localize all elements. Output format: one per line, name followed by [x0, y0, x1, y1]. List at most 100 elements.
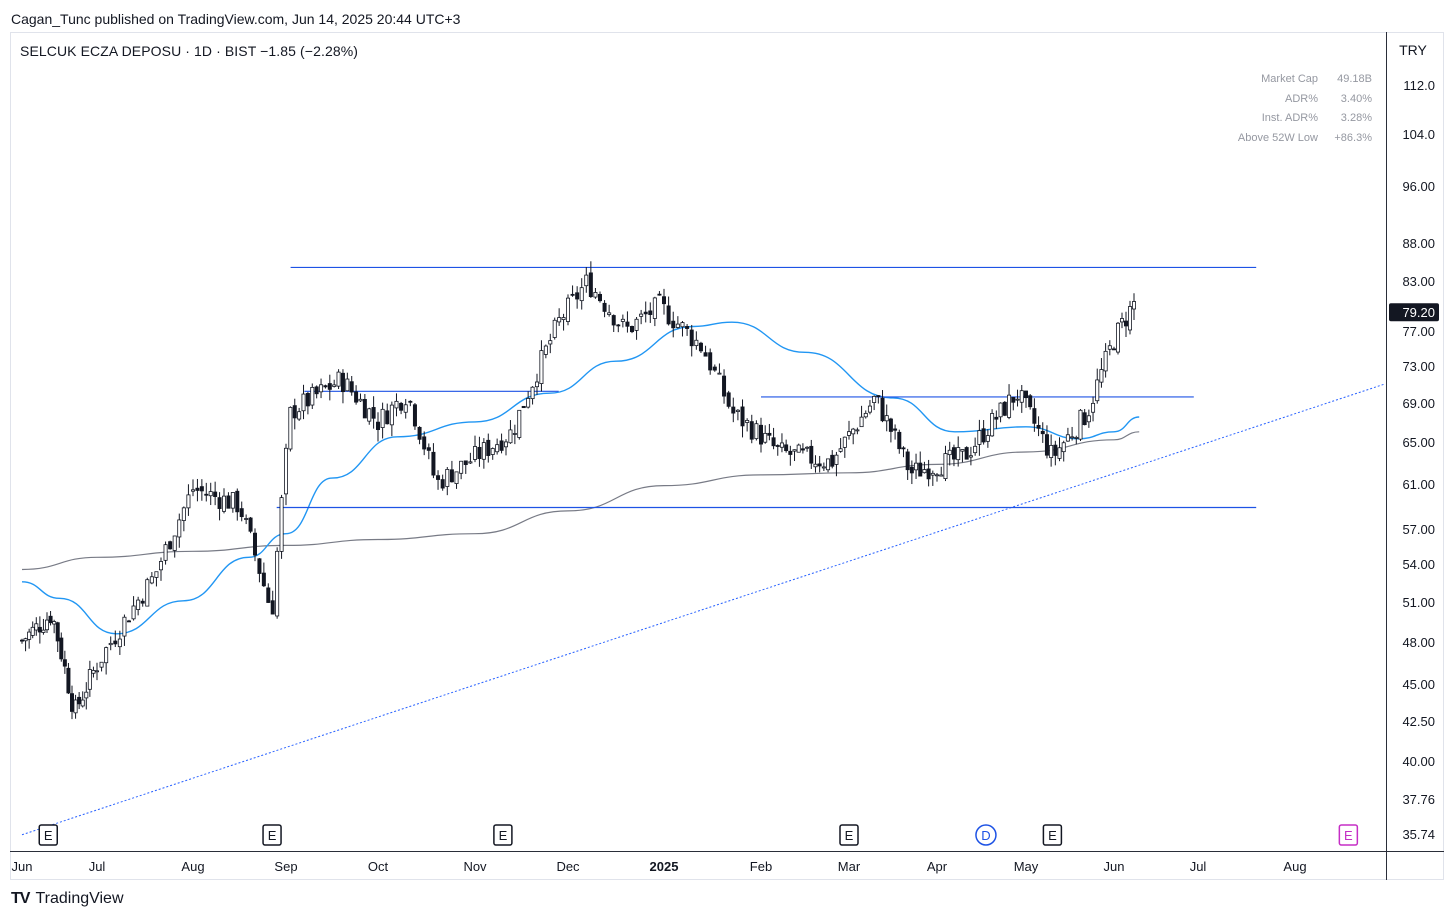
- candle[interactable]: [1074, 435, 1079, 445]
- candle[interactable]: [662, 288, 667, 315]
- candle[interactable]: [611, 314, 616, 332]
- candle[interactable]: [499, 433, 504, 454]
- candle[interactable]: [230, 492, 235, 513]
- candle[interactable]: [87, 660, 92, 697]
- candle[interactable]: [199, 479, 204, 501]
- candle[interactable]: [838, 438, 843, 453]
- candle[interactable]: [521, 405, 526, 409]
- candle[interactable]: [34, 617, 39, 636]
- candle[interactable]: [113, 630, 118, 648]
- candle[interactable]: [340, 369, 345, 404]
- candle[interactable]: [55, 621, 60, 653]
- candle[interactable]: [1057, 437, 1062, 462]
- candle[interactable]: [598, 291, 603, 303]
- candle[interactable]: [468, 452, 473, 464]
- candle[interactable]: [248, 516, 253, 534]
- candle[interactable]: [722, 369, 727, 404]
- candle[interactable]: [319, 378, 324, 399]
- candle[interactable]: [625, 311, 630, 333]
- candle[interactable]: [283, 443, 288, 506]
- candle[interactable]: [221, 488, 226, 514]
- candle[interactable]: [417, 426, 422, 445]
- candle[interactable]: [292, 398, 297, 430]
- candle[interactable]: [1128, 300, 1133, 335]
- dividend-event-icon[interactable]: D: [975, 824, 997, 846]
- candle[interactable]: [412, 403, 417, 430]
- candle[interactable]: [851, 427, 856, 445]
- candle[interactable]: [495, 438, 500, 455]
- candle[interactable]: [526, 391, 531, 409]
- candle[interactable]: [652, 296, 657, 327]
- candle[interactable]: [472, 435, 477, 463]
- candle[interactable]: [70, 685, 75, 720]
- candle[interactable]: [190, 479, 195, 497]
- candle[interactable]: [226, 492, 231, 509]
- candle[interactable]: [362, 394, 367, 419]
- candle[interactable]: [726, 390, 731, 409]
- candle[interactable]: [440, 474, 445, 491]
- candle[interactable]: [813, 455, 818, 473]
- candle[interactable]: [821, 462, 826, 472]
- earnings-event-icon[interactable]: E: [493, 824, 513, 846]
- candle[interactable]: [1120, 312, 1125, 329]
- candle[interactable]: [566, 294, 571, 326]
- candle[interactable]: [117, 630, 122, 655]
- candle[interactable]: [80, 691, 85, 708]
- candle[interactable]: [584, 267, 589, 293]
- candle[interactable]: [901, 446, 906, 458]
- currency-label[interactable]: TRY: [1399, 42, 1427, 58]
- candle[interactable]: [158, 557, 163, 581]
- candle[interactable]: [37, 616, 42, 644]
- candle[interactable]: [543, 344, 548, 359]
- candle[interactable]: [77, 692, 82, 710]
- candle[interactable]: [95, 662, 100, 681]
- candle[interactable]: [530, 386, 535, 405]
- candle[interactable]: [288, 406, 293, 452]
- candle[interactable]: [1082, 409, 1087, 426]
- candle[interactable]: [275, 547, 280, 619]
- moving-average-slow[interactable]: [21, 431, 1140, 571]
- candle[interactable]: [771, 427, 776, 450]
- candle[interactable]: [186, 484, 191, 516]
- candle[interactable]: [463, 460, 468, 474]
- candle[interactable]: [740, 399, 745, 438]
- candle[interactable]: [557, 308, 562, 326]
- candle[interactable]: [91, 666, 96, 678]
- candle[interactable]: [1028, 394, 1033, 410]
- candle[interactable]: [1002, 401, 1007, 417]
- candle[interactable]: [371, 396, 376, 429]
- candle[interactable]: [834, 451, 839, 477]
- candle[interactable]: [217, 492, 222, 521]
- candle[interactable]: [1032, 398, 1037, 432]
- candle[interactable]: [855, 427, 860, 435]
- candle[interactable]: [244, 514, 249, 525]
- candle[interactable]: [1116, 321, 1121, 355]
- candle[interactable]: [213, 481, 218, 506]
- candle[interactable]: [876, 395, 881, 404]
- candle[interactable]: [1044, 425, 1049, 459]
- candle[interactable]: [445, 467, 450, 496]
- support-trendline[interactable]: [21, 372, 1421, 836]
- candle[interactable]: [327, 374, 332, 401]
- candle[interactable]: [252, 528, 257, 562]
- candle[interactable]: [1053, 440, 1058, 466]
- candle[interactable]: [177, 513, 182, 548]
- earnings-event-icon[interactable]: E: [262, 824, 282, 846]
- candle[interactable]: [817, 455, 822, 473]
- candle[interactable]: [657, 291, 662, 296]
- earnings-event-icon[interactable]: E: [1338, 824, 1359, 846]
- candle[interactable]: [805, 446, 810, 452]
- candle[interactable]: [385, 403, 390, 425]
- candle[interactable]: [939, 466, 944, 477]
- candle[interactable]: [616, 323, 621, 333]
- candle[interactable]: [830, 450, 835, 469]
- candle[interactable]: [990, 409, 995, 437]
- candle[interactable]: [477, 436, 482, 467]
- candle[interactable]: [863, 410, 868, 419]
- candle[interactable]: [145, 577, 150, 607]
- candle[interactable]: [630, 325, 635, 334]
- candle[interactable]: [108, 636, 113, 651]
- candle[interactable]: [884, 404, 889, 432]
- candle[interactable]: [149, 572, 154, 585]
